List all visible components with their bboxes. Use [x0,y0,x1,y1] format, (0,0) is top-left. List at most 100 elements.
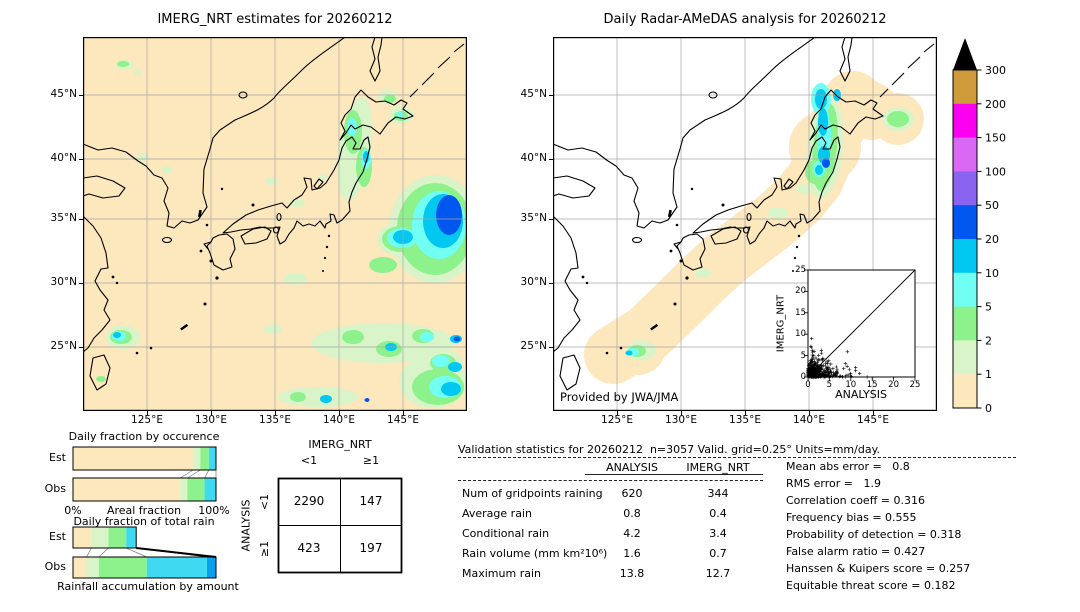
validation-row-analysis: 620 [621,487,643,500]
inset-xtick-label: 10 [845,380,857,390]
colorbar-tick-label: 100 [985,165,1006,178]
inset-x-axis-label: ANALYSIS [835,388,887,401]
total-rain-footer: Rainfall accumulation by amount [57,580,239,593]
validation-row-imerg: 0.7 [709,547,727,560]
right-map-xtick-label: 125°E [601,414,633,426]
map-credit: Provided by JWA/JMA [560,390,679,404]
left-map-xtick-mark [275,411,276,415]
right-map-xtick-mark [681,411,682,415]
right-map-xtick-mark [745,411,746,415]
right-map-ytick-label: 25°N [520,340,547,352]
colorbar-tick-label: 0 [985,402,992,415]
validation-score-line: RMS error = 1.9 [786,477,881,490]
left-map-xtick-mark [403,411,404,415]
inset-xtick-label: 5 [826,380,833,390]
contingency-row-group: ANALYSIS [239,499,253,552]
inset-ytick-label: 5 [800,350,806,361]
validation-row-label: Average rain [462,507,532,520]
inset-xtick-label: 15 [866,380,878,390]
colorbar-tick-label: 50 [985,199,999,212]
right-map-xtick-label: 145°E [857,414,889,426]
left-map-xtick-label: 125°E [131,414,163,426]
validation-row-analysis: 13.8 [619,567,645,580]
right-map-xtick-mark [873,411,874,415]
validation-title: Validation statistics for 20260212 n=305… [458,443,881,456]
inset-xtick-label: 25 [909,380,921,390]
validation-row-imerg: 12.7 [705,567,731,580]
contingency-value-01: 147 [359,494,383,508]
validation-row-label: Conditional rain [462,527,550,540]
right-map-ytick-mark [549,219,553,220]
inset-ytick-label: 15 [795,307,806,318]
left-map-ytick-mark [79,347,83,348]
inset-ytick-label: 25 [795,265,806,275]
left-map-title: IMERG_NRT estimates for 20260212 [157,12,393,27]
left-map-xtick-label: 145°E [387,414,419,426]
validation-row-label: Maximum rain [462,567,541,580]
occurrence-axis-0: 0% [64,504,82,517]
validation-col-imerg: IMERG_NRT [686,461,750,474]
right-map-ytick-mark [549,95,553,96]
contingency-col-label-ge1: ≥1 [362,454,380,467]
right-map-rain [584,71,924,384]
colorbar-tick-label: 20 [985,233,999,246]
bar-row-label-est: Est [49,529,66,543]
inset-xtick-label: 20 [888,380,899,390]
left-map-ytick-label: 45°N [50,88,77,100]
left-map-xtick-mark [147,411,148,415]
right-map-xtick-mark [809,411,810,415]
validation-row-label: Rain volume (mm km²10⁶) [462,547,608,560]
scatter-points [806,336,869,379]
identity-line [807,269,916,378]
inset-xtick-label: 0 [805,380,811,390]
right-map-xtick-label: 140°E [793,414,825,426]
right-map-ytick-label: 30°N [520,276,547,288]
left-map-xtick-label: 130°E [195,414,227,426]
colorbar-tick-label: 200 [985,98,1006,111]
right-map-ytick-label: 35°N [520,212,547,224]
occurrence-bars [72,446,217,502]
occurrence-axis-100: 100% [198,504,230,517]
right-map-ytick-label: 45°N [520,88,547,100]
right-map-title: Daily Radar-AMeDAS analysis for 20260212 [603,12,887,27]
right-map-xtick-label: 130°E [665,414,697,426]
right-map-ytick-mark [549,159,553,160]
validation-row-analysis: 0.8 [623,507,641,520]
divider-dashed-headers [458,480,763,481]
validation-score-line: Hanssen & Kuipers score = 0.257 [786,562,971,575]
validation-row-imerg: 3.4 [709,527,727,540]
colorbar-tick-label: 150 [985,132,1006,145]
validation-row-imerg: 0.4 [709,507,727,520]
left-map-xtick-mark [211,411,212,415]
divider-dashed-top [458,457,1016,458]
validation-score-line: False alarm ratio = 0.427 [786,545,926,558]
inset-ytick-label: 20 [795,286,806,297]
left-map-ytick-mark [79,283,83,284]
right-map-xtick-label: 135°E [729,414,761,426]
validation-score-line: Frequency bias = 0.555 [786,511,917,524]
left-map-rain [96,60,467,408]
colorbar-tick-label: 300 [985,64,1006,77]
colorbar-tick-label: 10 [985,267,999,280]
validation-row-analysis: 1.6 [623,547,641,560]
validation-row-label: Num of gridpoints raining [462,487,603,500]
contingency-value-00: 2290 [293,494,325,508]
left-map-xtick-label: 135°E [259,414,291,426]
left-map-canvas [83,37,467,411]
contingency-row-label-ge1: ≥1 [258,540,271,558]
validation-score-line: Probability of detection = 0.318 [786,528,962,541]
bar-row-label-obs: Obs [44,481,66,495]
contingency-value-11: 197 [359,541,383,555]
validation-col-analysis: ANALYSIS [606,461,658,474]
divider-solid-headers [585,474,763,475]
validation-score-line: Mean abs error = 0.8 [786,460,910,473]
left-map-ytick-mark [79,219,83,220]
inset-ytick-label: 10 [795,329,806,340]
left-map-ytick-label: 35°N [50,212,77,224]
validation-row-imerg: 344 [707,487,729,500]
colorbar-tick-label: 1 [985,368,992,381]
contingency-value-10: 423 [297,541,321,555]
contingency-col-label-lt1: <1 [300,454,318,467]
